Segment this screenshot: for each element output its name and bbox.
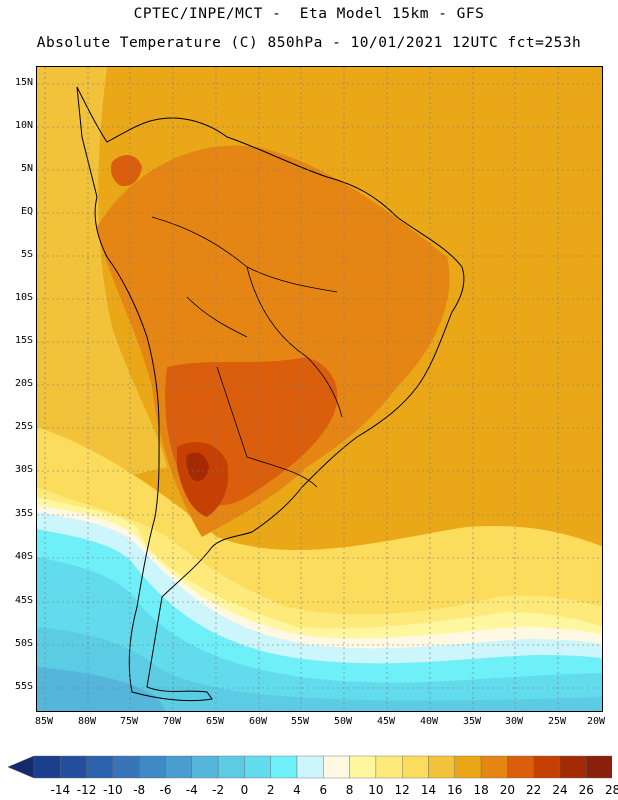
colorbar-tick-label: 28 <box>604 783 618 797</box>
lat-label-15n: 15N <box>14 77 33 88</box>
colorbar <box>8 755 612 779</box>
colorbar-segment <box>559 755 587 779</box>
colorbar-tick-label: 2 <box>266 783 275 797</box>
lat-label-5n: 5N <box>20 163 33 174</box>
lat-label-15s: 15S <box>14 335 33 346</box>
temp-field-2 <box>37 557 602 711</box>
colorbar-segment <box>480 755 508 779</box>
lon-label-35w: 35W <box>462 716 482 727</box>
colorbar-segment <box>112 755 140 779</box>
lat-label-40s: 40S <box>14 551 33 562</box>
lon-label-70w: 70W <box>162 716 182 727</box>
lat-label-30s: 30S <box>14 464 33 475</box>
lon-label-55w: 55W <box>290 716 310 727</box>
map-panel <box>36 66 603 712</box>
colorbar-segment <box>165 755 192 779</box>
lat-label-10s: 10S <box>14 292 33 303</box>
colorbar-tick-label: 16 <box>447 783 463 797</box>
colorbar-tick-label: -8 <box>133 783 146 797</box>
colorbar-tick-label: -12 <box>76 783 97 797</box>
colorbar-tick-label: 18 <box>473 783 489 797</box>
colorbar-tick-label: 0 <box>240 783 249 797</box>
temp-field-16-pacific <box>37 67 167 497</box>
temp-field-0 <box>37 627 602 711</box>
colorbar-tick-label: 4 <box>293 783 301 797</box>
lon-label-20w: 20W <box>586 716 606 727</box>
colorbar-tick-label: -14 <box>50 783 71 797</box>
lat-label-45s: 45S <box>14 595 33 606</box>
temperature-map <box>37 67 602 711</box>
lat-label-eq: EQ <box>20 206 33 217</box>
colorbar-tick-label: 8 <box>345 783 354 797</box>
colorbar-segment <box>270 755 298 779</box>
colorbar-tick-label: -2 <box>212 783 225 797</box>
colorbar-tick-label: 10 <box>368 783 384 797</box>
lon-label-45w: 45W <box>376 716 396 727</box>
colorbar-segment <box>33 755 61 779</box>
lat-label-50s: 50S <box>14 638 33 649</box>
colorbar-segment <box>323 755 350 779</box>
lat-label-55s: 55S <box>14 681 33 692</box>
colorbar-segment <box>402 755 429 779</box>
lon-label-60w: 60W <box>248 716 268 727</box>
colorbar-segment <box>138 755 166 779</box>
country-borders <box>151 216 343 488</box>
colorbar-tick-label: 20 <box>499 783 516 797</box>
lat-label-35s: 35S <box>14 508 33 519</box>
colorbar-segment <box>296 755 324 779</box>
colorbar-tick-label: 12 <box>394 783 410 797</box>
temp-field-minus2 <box>37 667 166 711</box>
map-title-line1: CPTEC/INPE/MCT - Eta Model 15km - GFS <box>133 6 485 22</box>
temp-field-26 <box>186 452 209 482</box>
colorbar-tick-label: 26 <box>578 783 594 797</box>
map-title-line2: Absolute Temperature (C) 850hPa - 10/01/… <box>36 35 582 51</box>
colorbar-segment <box>244 755 271 779</box>
colorbar-segment <box>86 755 114 779</box>
lat-label-5s: 5S <box>20 249 33 260</box>
colorbar-tick-label: 22 <box>526 783 542 797</box>
colorbar-arrow-left <box>8 755 35 779</box>
lon-label-75w: 75W <box>119 716 139 727</box>
lat-label-20s: 20S <box>14 378 33 389</box>
colorbar-segment <box>375 755 403 779</box>
colorbar-segment <box>191 755 219 779</box>
lon-label-85w: 85W <box>34 716 54 727</box>
coastline <box>76 86 465 702</box>
colorbar-segment <box>533 755 561 779</box>
colorbar-segment <box>428 755 455 779</box>
lon-label-25w: 25W <box>547 716 567 727</box>
colorbar-tick-label: 14 <box>420 783 437 797</box>
colorbar-segment <box>454 755 482 779</box>
colorbar-tick-label: -10 <box>103 783 123 797</box>
lon-label-50w: 50W <box>333 716 353 727</box>
lon-label-80w: 80W <box>77 716 97 727</box>
colorbar-segment <box>60 755 87 779</box>
lat-label-25s: 25S <box>14 421 33 432</box>
lon-label-30w: 30W <box>504 716 524 727</box>
temp-field-22-north <box>110 155 142 187</box>
lon-label-65w: 65W <box>205 716 225 727</box>
lon-label-40w: 40W <box>419 716 439 727</box>
colorbar-tick-label: 24 <box>552 783 568 797</box>
colorbar-segment <box>217 755 245 779</box>
colorbar-segment <box>349 755 377 779</box>
colorbar-segment <box>507 755 534 779</box>
colorbar-tick-label: 6 <box>319 783 328 797</box>
colorbar-tick-label: -4 <box>185 783 198 797</box>
lat-label-10n: 10N <box>14 120 33 131</box>
colorbar-tick-label: -6 <box>159 783 172 797</box>
colorbar-segment <box>586 755 612 779</box>
